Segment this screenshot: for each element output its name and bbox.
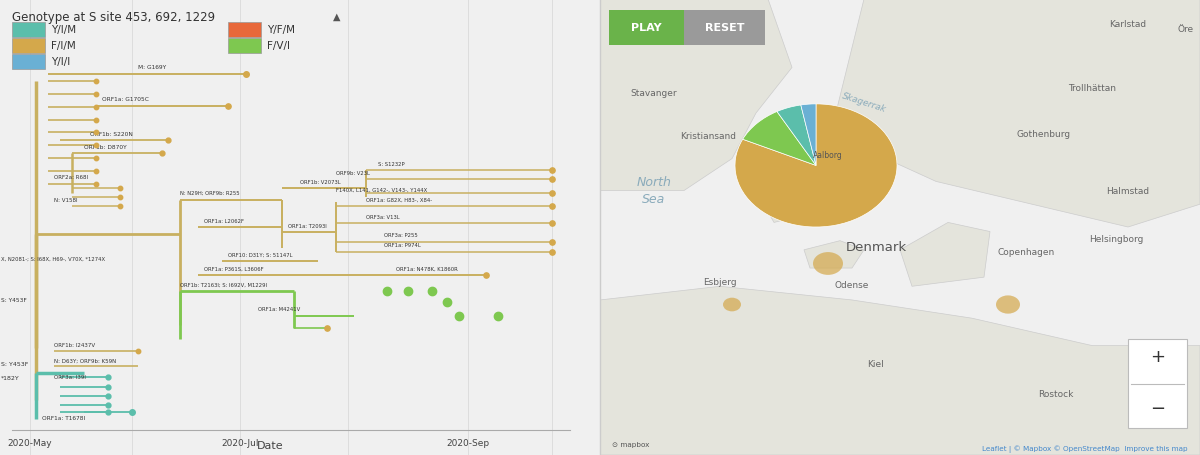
Text: ORF1b: D870Y: ORF1b: D870Y (84, 144, 127, 149)
FancyBboxPatch shape (12, 39, 46, 54)
Text: ORF2a: R68I: ORF2a: R68I (54, 174, 88, 179)
Text: ▲: ▲ (334, 11, 341, 21)
Text: +: + (1150, 347, 1165, 365)
Text: ORF1b: I2437V: ORF1b: I2437V (54, 343, 95, 348)
Polygon shape (900, 223, 990, 287)
Text: ORF1a: G82X, H83-, X84-: ORF1a: G82X, H83-, X84- (366, 197, 432, 202)
Text: ORF1a: T2093I: ORF1a: T2093I (288, 223, 326, 228)
Text: S: S1232P: S: S1232P (378, 161, 404, 166)
Text: S: Y453F: S: Y453F (0, 362, 28, 366)
Text: 2020-May: 2020-May (7, 438, 53, 447)
FancyBboxPatch shape (228, 39, 262, 54)
Text: Gothenburg: Gothenburg (1016, 130, 1072, 138)
Text: North
Sea: North Sea (636, 176, 672, 206)
Text: Aalborg: Aalborg (814, 150, 842, 159)
Text: Y/I/M: Y/I/M (52, 25, 76, 35)
FancyBboxPatch shape (228, 23, 262, 38)
Text: Kiel: Kiel (868, 359, 884, 368)
FancyBboxPatch shape (12, 55, 46, 70)
Text: ORF1a: G1705C: ORF1a: G1705C (102, 97, 149, 102)
Text: Esbjerg: Esbjerg (703, 278, 737, 286)
Text: F/I/M: F/I/M (52, 41, 76, 51)
Text: ORF1a: P974L: ORF1a: P974L (384, 243, 421, 248)
Text: Kristiansand: Kristiansand (680, 132, 736, 141)
Point (1124, 382, 1139, 387)
Text: N: N29H; ORF9b: R255: N: N29H; ORF9b: R255 (180, 191, 240, 196)
Polygon shape (804, 241, 864, 268)
Polygon shape (828, 0, 1200, 228)
Text: ORF1b: S220N: ORF1b: S220N (90, 131, 133, 136)
Text: Skagerrak: Skagerrak (841, 91, 887, 113)
Text: Leaflet | © Mapbox © OpenStreetMap  Improve this map: Leaflet | © Mapbox © OpenStreetMap Impro… (983, 445, 1188, 452)
Text: *182Y: *182Y (0, 375, 19, 380)
FancyBboxPatch shape (12, 23, 46, 38)
Text: ORF1b: T2163I; S: I692V, M1229I: ORF1b: T2163I; S: I692V, M1229I (180, 282, 266, 287)
Text: ORF1b: V2073L: ORF1b: V2073L (300, 179, 341, 184)
Text: −: − (1150, 399, 1165, 417)
Wedge shape (800, 105, 816, 166)
Text: RESET: RESET (706, 23, 744, 33)
Text: Trollhättan: Trollhättan (1068, 84, 1116, 93)
Text: ORF9b: V23L: ORF9b: V23L (336, 170, 370, 175)
Circle shape (996, 296, 1020, 314)
Text: ORF1a: M4241V: ORF1a: M4241V (258, 307, 300, 312)
Text: Halmstad: Halmstad (1106, 187, 1150, 195)
Text: Karlstad: Karlstad (1110, 20, 1146, 29)
Text: Y/I/I: Y/I/I (52, 57, 71, 67)
FancyBboxPatch shape (610, 11, 684, 46)
Text: M: G169Y: M: G169Y (138, 65, 166, 70)
Text: ORF1a: N478K, K1860R: ORF1a: N478K, K1860R (396, 266, 457, 271)
Text: PLAY: PLAY (631, 23, 662, 33)
Text: ORF3a: V13L: ORF3a: V13L (366, 214, 400, 219)
Circle shape (814, 253, 842, 275)
Text: ORF1a: L2062F: ORF1a: L2062F (204, 218, 244, 223)
Wedge shape (736, 105, 896, 228)
Polygon shape (756, 118, 822, 223)
Text: ORF3a: P255: ORF3a: P255 (384, 233, 418, 238)
Text: Odense: Odense (835, 281, 869, 289)
Polygon shape (600, 287, 1200, 455)
FancyBboxPatch shape (1128, 339, 1187, 428)
Text: Öre: Öre (1178, 25, 1194, 34)
Circle shape (722, 298, 742, 312)
Text: 2020-Jul: 2020-Jul (221, 438, 259, 447)
Text: X, N2081-; S: I68X, H69-, V70X, *1274X: X, N2081-; S: I68X, H69-, V70X, *1274X (0, 256, 104, 261)
Text: ⊙ mapbox: ⊙ mapbox (612, 440, 649, 447)
Text: Genotype at S site 453, 692, 1229: Genotype at S site 453, 692, 1229 (12, 11, 215, 25)
Point (1176, 382, 1190, 387)
Text: S: Y453F: S: Y453F (0, 297, 26, 302)
Text: ORF1a: P361S, L3606F: ORF1a: P361S, L3606F (204, 266, 264, 271)
Polygon shape (600, 0, 792, 191)
Wedge shape (743, 112, 816, 166)
Text: ORF3a: I39I: ORF3a: I39I (54, 374, 86, 379)
Text: Copenhagen: Copenhagen (997, 248, 1055, 257)
Text: ORF1a: T1678I: ORF1a: T1678I (42, 415, 85, 420)
Text: N: V158I: N: V158I (54, 197, 78, 202)
Text: ORF10: D31Y; S: 51147L: ORF10: D31Y; S: 51147L (228, 252, 293, 257)
Text: F/V/I: F/V/I (266, 41, 290, 51)
Text: Helsingborg: Helsingborg (1088, 234, 1144, 243)
Text: F140X, L141, G142-, V143-, Y144X: F140X, L141, G142-, V143-, Y144X (336, 187, 427, 192)
Text: N: D63Y; ORF9b: K59N: N: D63Y; ORF9b: K59N (54, 358, 116, 363)
Text: Y/F/M: Y/F/M (266, 25, 295, 35)
Text: Date: Date (257, 440, 283, 450)
Text: Stavanger: Stavanger (631, 89, 677, 97)
Text: Denmark: Denmark (846, 240, 906, 253)
Wedge shape (776, 106, 816, 166)
FancyBboxPatch shape (684, 11, 766, 46)
Text: 2020-Sep: 2020-Sep (446, 438, 490, 447)
Text: Rostock: Rostock (1038, 389, 1074, 398)
